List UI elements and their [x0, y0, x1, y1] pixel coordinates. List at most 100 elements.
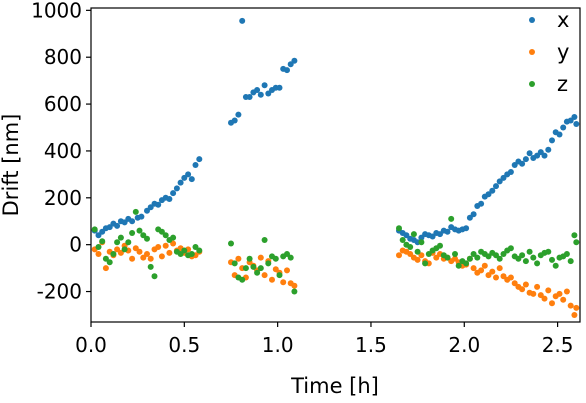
y-tick-label-1: 0 [69, 233, 82, 257]
point-z-14 [144, 235, 150, 242]
legend-marker-z [529, 81, 535, 87]
y-tick-label-6: 1000 [31, 0, 82, 22]
point-z-18 [158, 228, 165, 235]
point-y-46 [291, 282, 298, 289]
point-y-77 [507, 274, 514, 281]
point-z-34 [246, 255, 253, 262]
point-z-37 [257, 265, 264, 272]
point-y-38 [261, 272, 268, 279]
point-z-41 [272, 255, 279, 262]
point-z-19 [162, 232, 169, 239]
x-tick-label-3: 1.5 [355, 333, 387, 357]
data-points [91, 17, 580, 318]
point-y-95 [573, 304, 580, 311]
point-x-30 [235, 111, 242, 118]
point-x-20 [170, 190, 177, 197]
point-y-47 [396, 252, 402, 259]
point-z-53 [418, 239, 425, 246]
point-y-73 [493, 274, 499, 281]
legend: xyz [529, 8, 569, 96]
point-z-3 [102, 255, 109, 262]
point-z-35 [250, 263, 257, 270]
point-y-20 [166, 249, 173, 256]
legend-item-x: x [529, 8, 569, 32]
y-tick-label-0: -200 [37, 280, 82, 304]
point-x-57 [437, 231, 443, 238]
point-x-66 [470, 211, 477, 218]
point-z-36 [254, 269, 261, 276]
point-z-28 [196, 247, 203, 254]
legend-marker-y [529, 49, 535, 55]
point-z-87 [545, 248, 552, 255]
point-z-46 [291, 288, 298, 295]
point-y-10 [129, 255, 136, 262]
point-z-66 [466, 255, 473, 262]
point-x-73 [496, 178, 503, 185]
point-z-71 [485, 253, 492, 260]
point-x-19 [166, 196, 173, 202]
point-z-8 [121, 246, 128, 253]
point-x-35 [254, 87, 261, 93]
point-y-88 [549, 300, 555, 307]
point-z-54 [422, 260, 429, 267]
point-x-71 [489, 187, 496, 194]
point-x-23 [181, 174, 188, 181]
point-x-87 [549, 137, 555, 144]
point-z-33 [242, 265, 249, 272]
point-z-10 [129, 230, 136, 236]
point-x-93 [571, 114, 578, 120]
point-x-16 [155, 201, 162, 208]
point-x-22 [177, 179, 184, 186]
point-z-68 [474, 254, 481, 261]
y-axis-label: Drift [nm] [0, 114, 23, 217]
point-z-81 [522, 258, 529, 265]
y-axis-ticks: -200 0 200 400 600 800 1000 [31, 0, 91, 304]
point-y-87 [545, 287, 552, 294]
point-x-36 [257, 91, 264, 98]
point-y-93 [567, 302, 574, 309]
point-z-82 [526, 248, 533, 255]
point-z-74 [496, 255, 503, 262]
point-x-31 [239, 17, 246, 24]
point-y-94 [571, 312, 578, 318]
point-z-84 [534, 260, 541, 267]
point-y-78 [511, 280, 518, 287]
point-y-69 [478, 267, 485, 274]
point-z-47 [396, 225, 402, 232]
point-z-61 [448, 215, 455, 222]
point-z-16 [151, 273, 158, 280]
point-x-41 [276, 84, 283, 91]
point-z-93 [567, 258, 574, 265]
point-x-48 [403, 232, 410, 239]
point-y-50 [407, 251, 414, 257]
point-z-88 [549, 256, 555, 263]
point-z-38 [261, 237, 268, 243]
point-y-86 [541, 295, 548, 302]
point-x-27 [196, 156, 203, 163]
point-y-1 [95, 251, 102, 257]
point-z-7 [117, 234, 124, 241]
point-y-90 [556, 290, 563, 297]
point-y-67 [470, 265, 477, 272]
point-z-51 [410, 231, 417, 238]
point-z-9 [125, 239, 132, 246]
point-y-14 [144, 251, 150, 257]
y-tick-label-3: 400 [44, 139, 82, 163]
point-x-76 [507, 169, 514, 175]
point-y-6 [114, 246, 121, 253]
point-y-31 [235, 255, 242, 262]
point-y-91 [560, 296, 567, 303]
point-z-6 [114, 239, 121, 246]
point-z-0 [91, 226, 98, 233]
point-z-52 [414, 248, 421, 255]
point-z-11 [132, 208, 139, 215]
point-z-45 [287, 254, 294, 261]
point-x-90 [560, 124, 567, 131]
point-x-6 [114, 222, 121, 229]
x-axis-ticks: 0.0 0.5 1.0 1.5 2.0 2.5 [75, 322, 574, 357]
point-z-67 [470, 251, 477, 257]
point-z-83 [530, 254, 537, 261]
point-x-89 [556, 131, 563, 138]
point-y-43 [280, 279, 287, 286]
point-y-17 [155, 244, 162, 250]
